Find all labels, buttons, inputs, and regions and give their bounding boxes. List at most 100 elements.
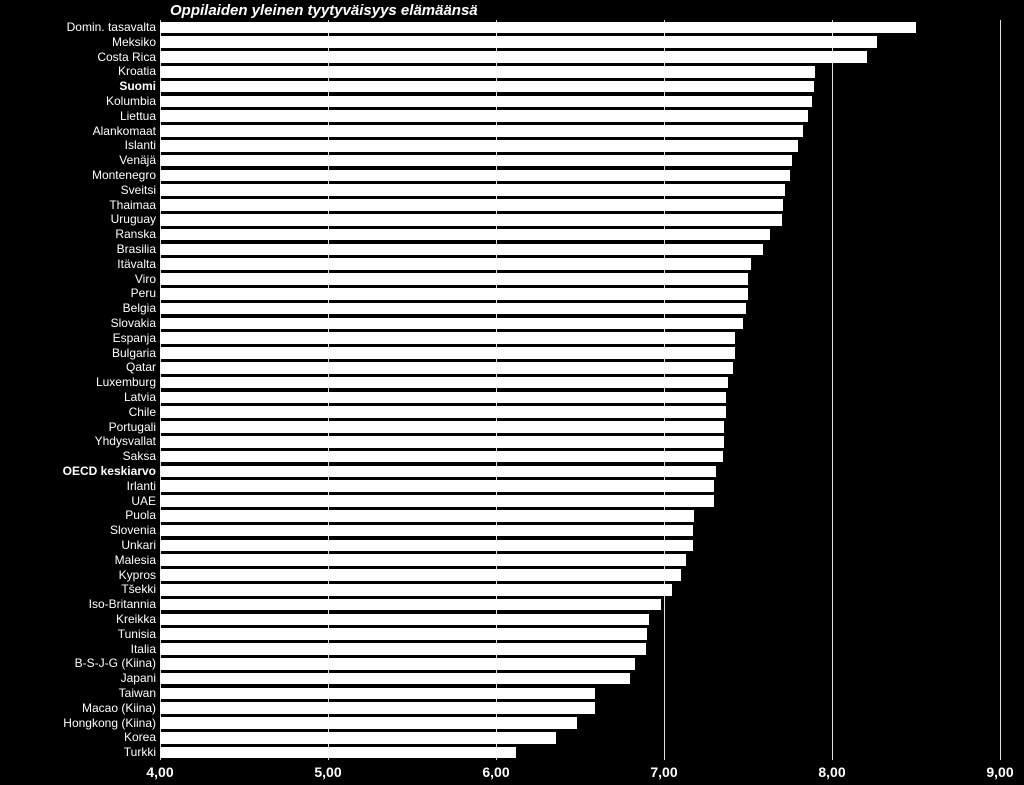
category-label: Venäjä — [119, 153, 156, 168]
category-label: Ranska — [115, 227, 156, 242]
bar-row: Puola — [0, 508, 1024, 523]
x-tick-label: 6,00 — [482, 764, 509, 780]
bar — [160, 362, 733, 374]
bar-row: Kroatia — [0, 64, 1024, 79]
bar-row: Brasilia — [0, 242, 1024, 257]
category-label: Tunisia — [118, 627, 156, 642]
category-label: Unkari — [121, 538, 156, 553]
category-label: Tšekki — [121, 582, 156, 597]
category-label: Kreikka — [116, 612, 156, 627]
bar-row: Domin. tasavalta — [0, 20, 1024, 35]
bar-row: Thaimaa — [0, 198, 1024, 213]
x-tick-label: 4,00 — [146, 764, 173, 780]
bar — [160, 554, 686, 566]
bar — [160, 614, 649, 626]
category-label: Espanja — [113, 331, 156, 346]
bar — [160, 273, 748, 285]
chart-title: Oppilaiden yleinen tyytyväisyys elämääns… — [170, 2, 478, 19]
bar — [160, 732, 556, 744]
category-label: Kypros — [119, 568, 156, 583]
category-label: Bulgaria — [112, 346, 156, 361]
bar — [160, 421, 724, 433]
bar-row: Macao (Kiina) — [0, 701, 1024, 716]
bar-row: Portugali — [0, 420, 1024, 435]
bar — [160, 658, 635, 670]
bar-row: Peru — [0, 286, 1024, 301]
bar-row: Unkari — [0, 538, 1024, 553]
bar-row: Ranska — [0, 227, 1024, 242]
bar — [160, 569, 681, 581]
bar — [160, 717, 577, 729]
category-label: Sveitsi — [121, 183, 156, 198]
bar-row: UAE — [0, 494, 1024, 509]
bar — [160, 22, 916, 34]
bar-row: Espanja — [0, 331, 1024, 346]
bar-row: Montenegro — [0, 168, 1024, 183]
bar-row: Itävalta — [0, 257, 1024, 272]
bar-row: Sveitsi — [0, 183, 1024, 198]
category-label: Korea — [124, 730, 156, 745]
category-label: Meksiko — [112, 35, 156, 50]
bar — [160, 688, 595, 700]
category-label: Malesia — [115, 553, 156, 568]
bar-row: Islanti — [0, 138, 1024, 153]
category-label: Yhdysvallat — [95, 434, 156, 449]
bar-row: Yhdysvallat — [0, 434, 1024, 449]
bar-row: Latvia — [0, 390, 1024, 405]
bar-row: Bulgaria — [0, 346, 1024, 361]
bar — [160, 347, 735, 359]
bar — [160, 495, 714, 507]
bar — [160, 244, 763, 256]
bar — [160, 155, 792, 167]
bar-row: Liettua — [0, 109, 1024, 124]
bar — [160, 258, 751, 270]
bar-row: Slovenia — [0, 523, 1024, 538]
bar — [160, 377, 728, 389]
category-label: Thaimaa — [109, 198, 156, 213]
bar — [160, 451, 723, 463]
bar-row: Suomi — [0, 79, 1024, 94]
bar-row: B-S-J-G (Kiina) — [0, 656, 1024, 671]
bar-row: Irlanti — [0, 479, 1024, 494]
category-label: UAE — [131, 494, 156, 509]
bar — [160, 643, 646, 655]
category-label: Uruguay — [111, 212, 156, 227]
bar — [160, 125, 803, 137]
bar-row: Kreikka — [0, 612, 1024, 627]
bar-row: Qatar — [0, 360, 1024, 375]
bar-row: Japani — [0, 671, 1024, 686]
category-label: Itävalta — [117, 257, 156, 272]
bar — [160, 184, 785, 196]
bar — [160, 392, 726, 404]
category-label: Viro — [135, 272, 156, 287]
bar — [160, 702, 595, 714]
bar-row: Hongkong (Kiina) — [0, 716, 1024, 731]
x-tick-label: 8,00 — [818, 764, 845, 780]
bar — [160, 747, 516, 759]
bar — [160, 673, 630, 685]
bar — [160, 96, 812, 108]
bar — [160, 318, 743, 330]
category-label: Macao (Kiina) — [82, 701, 156, 716]
bar — [160, 51, 867, 63]
bar-row: Alankomaat — [0, 124, 1024, 139]
category-label: Alankomaat — [93, 124, 156, 139]
category-label: Domin. tasavalta — [67, 20, 156, 35]
category-label: Costa Rica — [97, 50, 156, 65]
category-label: Saksa — [123, 449, 156, 464]
bar — [160, 229, 770, 241]
x-tick-label: 5,00 — [314, 764, 341, 780]
bar-row: Tunisia — [0, 627, 1024, 642]
category-label: Puola — [125, 508, 156, 523]
category-label: Kroatia — [118, 64, 156, 79]
bar — [160, 36, 877, 48]
category-label: Latvia — [124, 390, 156, 405]
category-label: Suomi — [119, 79, 156, 94]
bar — [160, 214, 782, 226]
category-label: Taiwan — [119, 686, 156, 701]
bar-row: Luxemburg — [0, 375, 1024, 390]
bar-row: Malesia — [0, 553, 1024, 568]
category-label: Japani — [121, 671, 156, 686]
bar — [160, 480, 714, 492]
bar-row: OECD keskiarvo — [0, 464, 1024, 479]
